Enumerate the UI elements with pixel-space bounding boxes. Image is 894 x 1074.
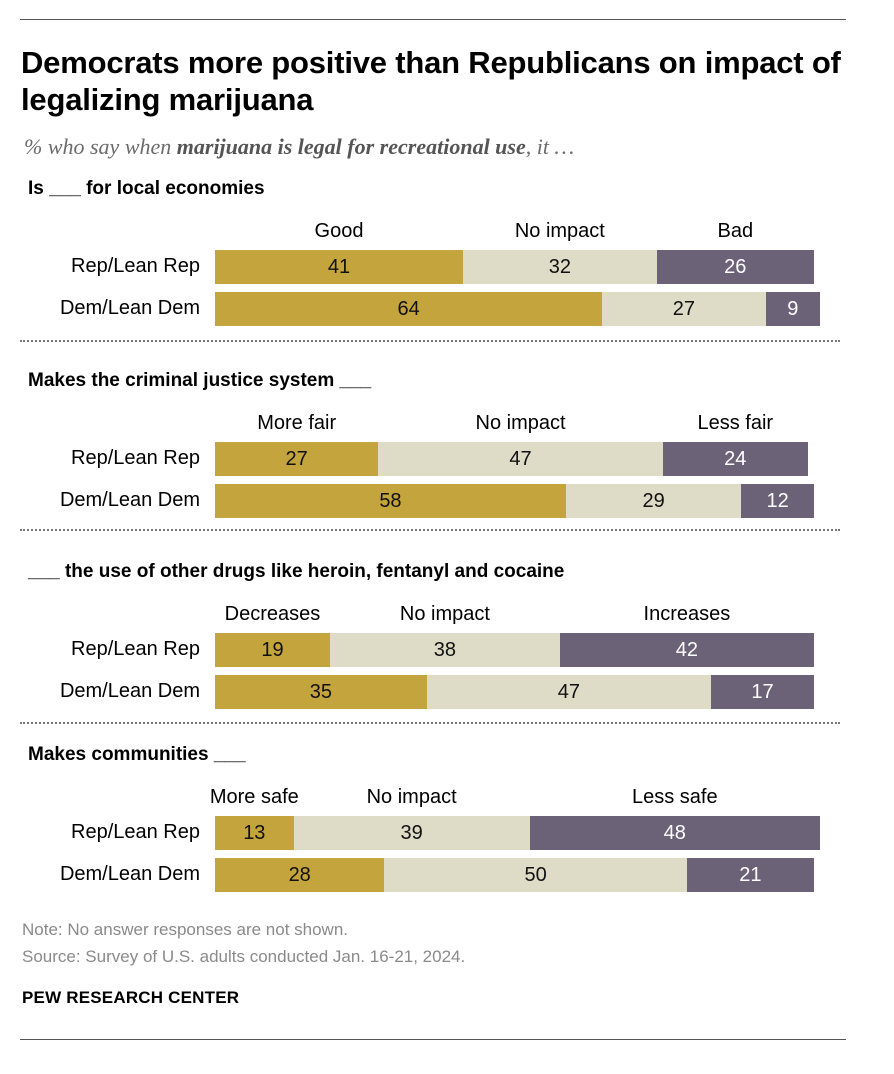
subtitle-tail: , it … — [525, 134, 575, 159]
bar-segment-negative: 42 — [559, 633, 814, 667]
data-label: 29 — [642, 489, 665, 512]
bar-segment-positive: 41 — [215, 250, 464, 284]
panel-2: Makes the criminal justice system ___ Mor… — [0, 370, 894, 530]
bar-segment-positive: 58 — [215, 484, 566, 518]
panel-title: ___ the use of other drugs like heroin, … — [28, 561, 565, 582]
bar-segment-neutral: 32 — [463, 250, 657, 284]
data-label: 39 — [400, 821, 423, 844]
bar-segment-negative: 12 — [741, 484, 814, 518]
bar-segment-neutral: 39 — [293, 816, 530, 850]
data-label: 17 — [751, 680, 774, 703]
category-label-no-impact: No impact — [399, 603, 490, 625]
data-label: 13 — [243, 821, 266, 844]
subtitle-emphasis: marijuana is legal for recreational use — [176, 134, 526, 159]
category-label-more-safe: More safe — [209, 786, 299, 808]
bar-segment-negative: 24 — [662, 442, 808, 476]
panel-3: ___ the use of other drugs like heroin, … — [0, 561, 894, 721]
row-label-rep-lean-rep: Rep/Lean Rep — [71, 255, 200, 277]
data-label: 19 — [261, 638, 284, 661]
bar-segment-negative: 17 — [711, 675, 814, 709]
chart-title: Democrats more positive than Republicans… — [21, 45, 841, 117]
bar-segment-positive: 35 — [215, 675, 427, 709]
chart-source: Source: Survey of U.S. adults conducted … — [22, 947, 466, 966]
data-label: 47 — [509, 447, 532, 470]
data-label: 32 — [548, 255, 571, 278]
row-label-rep-lean-rep: Rep/Lean Rep — [71, 821, 200, 843]
panel-separator — [20, 340, 840, 342]
category-label-no-impact: No impact — [475, 412, 566, 434]
data-label: 41 — [327, 255, 351, 278]
top-rule — [20, 19, 846, 20]
bar-segment-negative: 9 — [765, 292, 820, 326]
data-label: 47 — [557, 680, 581, 703]
data-label: 9 — [787, 297, 799, 320]
data-label: 27 — [672, 297, 695, 320]
bar-segment-neutral: 27 — [602, 292, 766, 326]
category-label-no-impact: No impact — [514, 220, 605, 242]
row-label-dem-lean-dem: Dem/Lean Dem — [59, 680, 200, 702]
data-label: 58 — [379, 489, 402, 512]
bar-segment-neutral: 29 — [565, 484, 742, 518]
bar-segment-positive: 28 — [215, 858, 385, 892]
bar-segment-positive: 13 — [215, 816, 294, 850]
bar-segment-positive: 27 — [215, 442, 379, 476]
bottom-rule — [20, 1039, 846, 1040]
category-label-less-safe: Less safe — [631, 786, 718, 808]
brand-logo-text: PEW RESEARCH CENTER — [22, 988, 240, 1007]
bar-segment-negative: 26 — [656, 250, 814, 284]
category-label-more-fair: More fair — [257, 412, 337, 434]
data-label: 24 — [724, 447, 747, 470]
data-label: 64 — [397, 297, 420, 320]
bar-segment-neutral: 47 — [426, 675, 712, 709]
row-label-rep-lean-rep: Rep/Lean Rep — [71, 447, 200, 469]
row-label-dem-lean-dem: Dem/Lean Dem — [59, 489, 200, 511]
data-label: 38 — [433, 638, 456, 661]
subtitle-lead: % who say when — [24, 134, 177, 159]
bar-segment-neutral: 38 — [329, 633, 560, 667]
data-label: 35 — [309, 680, 332, 703]
data-label: 42 — [675, 638, 699, 661]
row-label-dem-lean-dem: Dem/Lean Dem — [59, 863, 200, 885]
panel-title: Is ___ for local economies — [28, 178, 265, 199]
bar-segment-neutral: 50 — [384, 858, 687, 892]
chart-subtitle: % who say when marijuana is legal for re… — [24, 134, 574, 160]
row-label-dem-lean-dem: Dem/Lean Dem — [59, 297, 200, 319]
panel-title: Makes communities ___ — [28, 744, 246, 765]
category-label-good: Good — [314, 220, 364, 242]
data-label: 12 — [766, 489, 789, 512]
bar-segment-negative: 48 — [529, 816, 820, 850]
panel-title: Makes the criminal justice system ___ — [28, 370, 372, 391]
category-label-no-impact: No impact — [366, 786, 457, 808]
row-label-rep-lean-rep: Rep/Lean Rep — [71, 638, 200, 660]
panel-4: Makes communities ___ More safe No impact L… — [0, 744, 894, 904]
panel-separator — [20, 722, 840, 724]
category-label-less-fair: Less fair — [697, 412, 774, 434]
data-label: 26 — [724, 255, 747, 278]
bar-segment-positive: 64 — [215, 292, 603, 326]
data-label: 27 — [285, 447, 308, 470]
data-label: 50 — [524, 863, 547, 886]
chart-note: Note: No answer responses are not shown. — [22, 920, 349, 939]
bar-segment-neutral: 47 — [378, 442, 663, 476]
bar-segment-negative: 21 — [686, 858, 814, 892]
data-label: 28 — [288, 863, 311, 886]
category-label-bad: Bad — [717, 220, 754, 242]
panel-separator — [20, 529, 840, 531]
category-label-decreases: Decreases — [224, 603, 321, 625]
data-label: 21 — [739, 863, 762, 886]
data-label: 48 — [663, 821, 686, 844]
panel-1: Is ___ for local economies Good No impact B… — [0, 178, 894, 338]
category-label-increases: Increases — [643, 603, 731, 625]
bar-segment-positive: 19 — [215, 633, 330, 667]
